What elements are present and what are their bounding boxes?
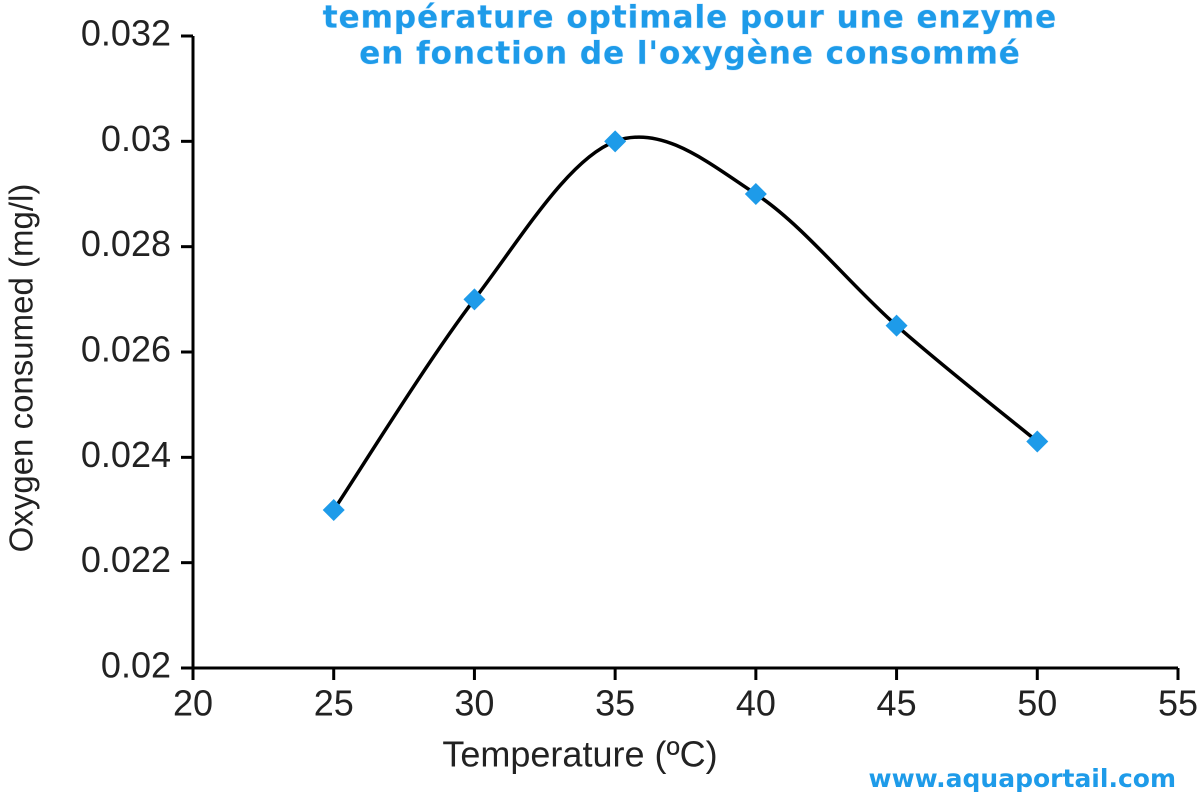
- y-tick-label: 0.024: [81, 434, 171, 475]
- x-tick-label: 35: [595, 683, 635, 724]
- y-tick-label: 0.022: [81, 539, 171, 580]
- x-axis-label: Temperature (ºC): [442, 734, 717, 775]
- y-tick-label: 0.028: [81, 223, 171, 264]
- y-tick-label: 0.032: [81, 13, 171, 54]
- x-tick-label: 25: [314, 683, 354, 724]
- y-tick-label: 0.03: [101, 118, 171, 159]
- marker: [322, 499, 345, 521]
- y-axis-label: Oxygen consumed (mg/l): [3, 184, 40, 553]
- chart-subtitle: en fonction de l'oxygène consommé: [359, 36, 1021, 72]
- x-tick-label: 30: [454, 683, 494, 724]
- x-tick-label: 50: [1017, 683, 1057, 724]
- watermark: www.aquaportail.com: [868, 764, 1176, 793]
- marker: [744, 183, 767, 205]
- marker: [463, 288, 486, 311]
- x-tick-label: 45: [877, 683, 917, 724]
- marker: [885, 314, 908, 337]
- chart-title: température optimale pour une enzyme: [323, 0, 1057, 36]
- x-tick-label: 20: [173, 683, 213, 724]
- x-tick-label: 40: [736, 683, 776, 724]
- y-tick-label: 0.02: [101, 645, 171, 686]
- marker: [1026, 430, 1049, 453]
- line: [332, 135, 1039, 511]
- x-tick-label: 55: [1158, 683, 1198, 724]
- marker: [604, 130, 627, 153]
- y-tick-label: 0.026: [81, 329, 171, 370]
